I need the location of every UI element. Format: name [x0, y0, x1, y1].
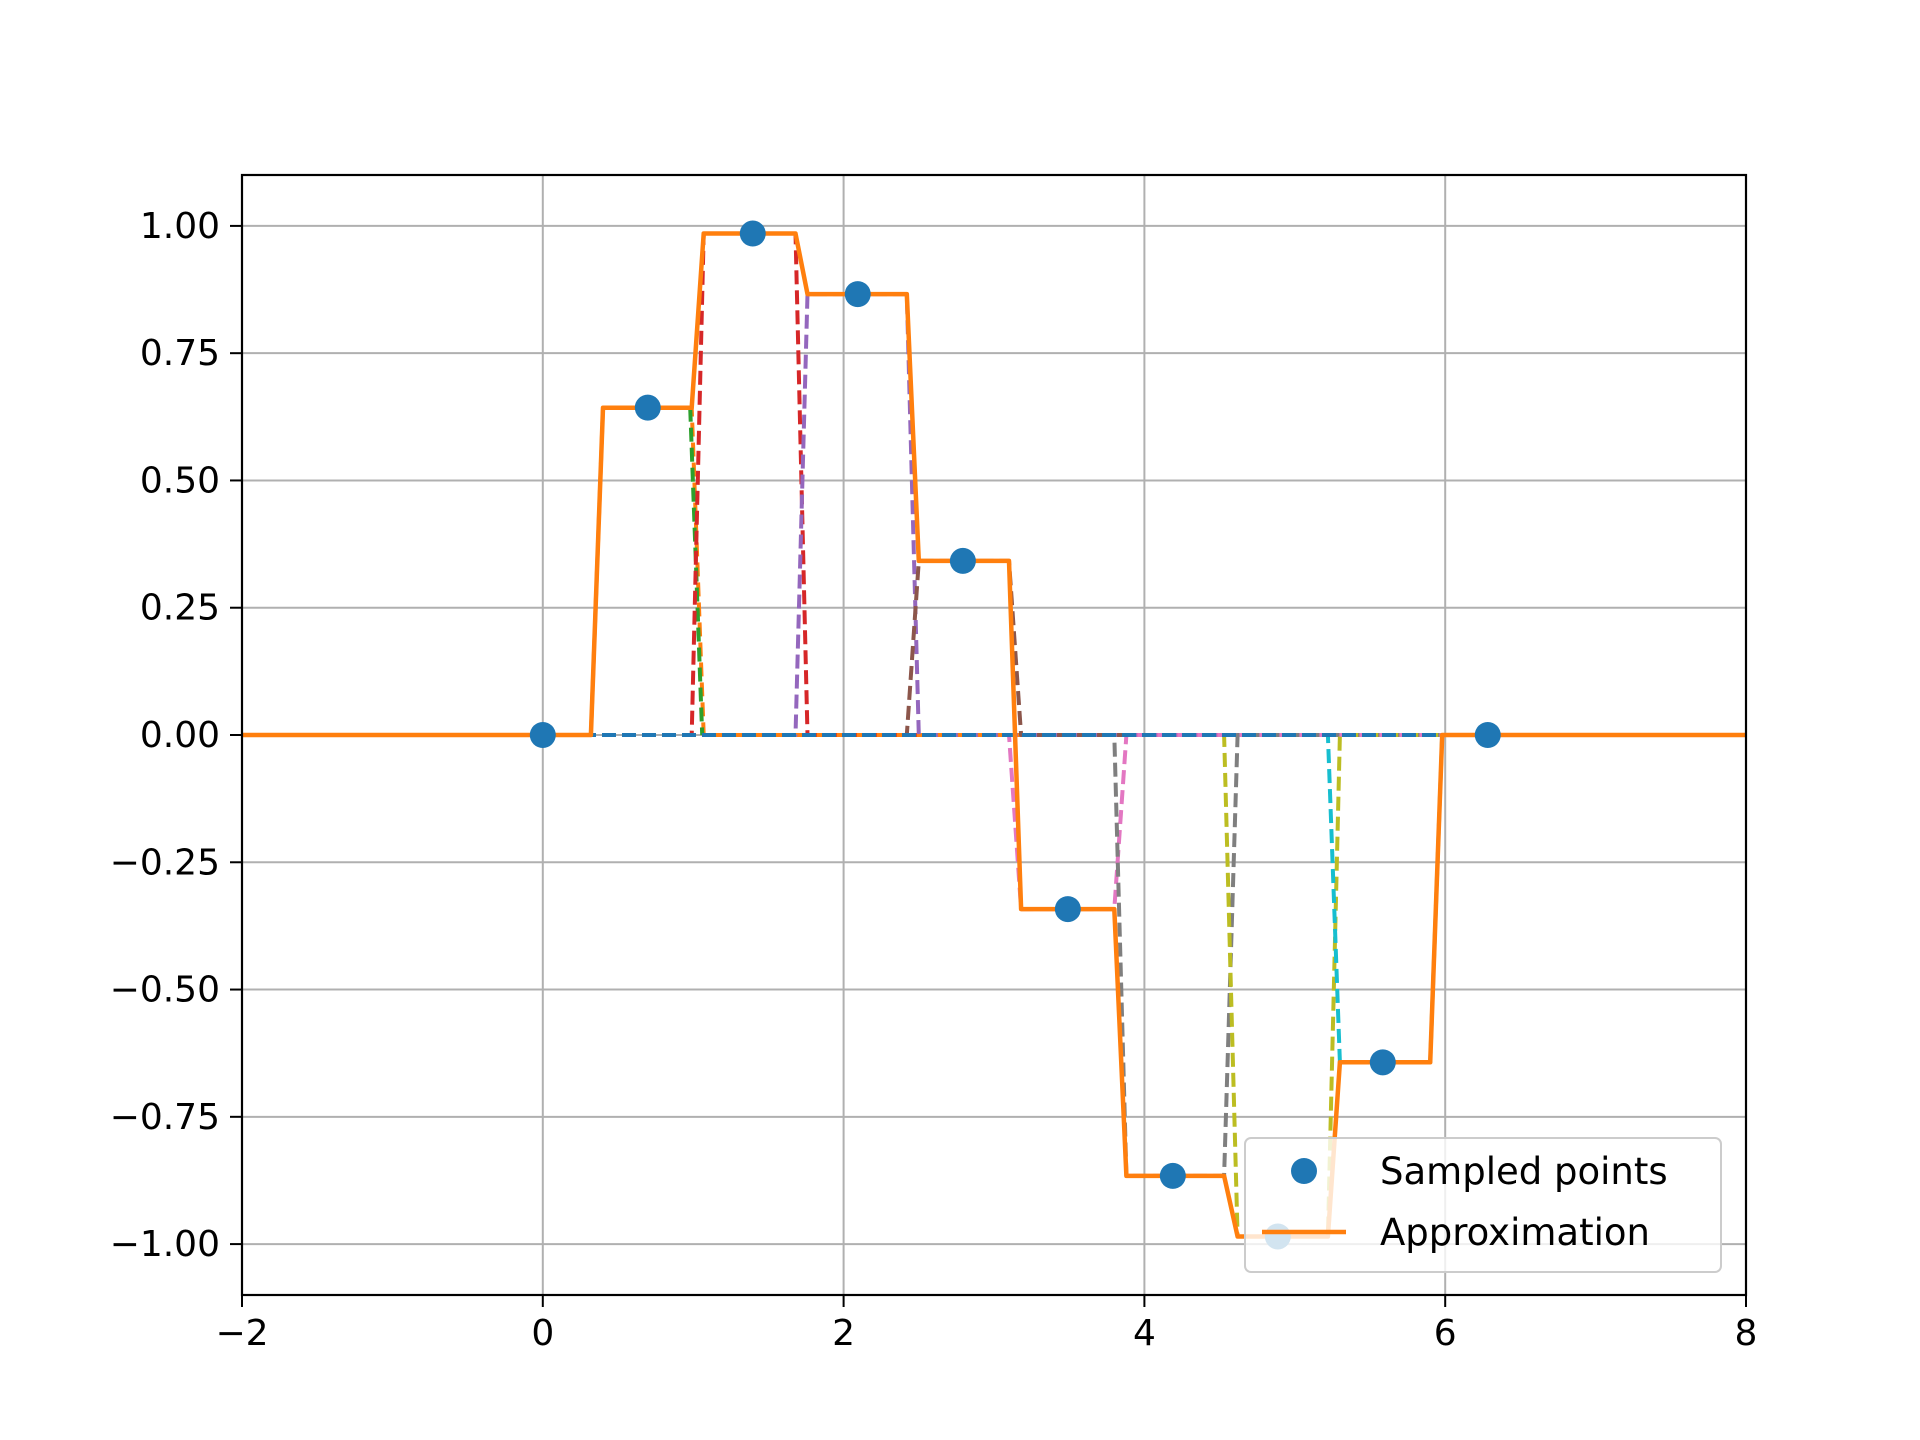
x-tick-label: −2	[215, 1313, 268, 1354]
sampled-point	[1369, 1049, 1396, 1076]
y-tick-label: 0.25	[140, 588, 220, 629]
x-tick-label: 8	[1735, 1313, 1758, 1354]
y-tick-label: 0.00	[140, 715, 220, 756]
x-tick-label: 0	[531, 1313, 554, 1354]
legend-box	[1244, 1137, 1722, 1273]
y-tick-label: −0.25	[110, 842, 220, 883]
y-tick-label: −0.75	[110, 1097, 220, 1138]
x-tick-label: 6	[1434, 1313, 1457, 1354]
y-tick-label: −0.50	[110, 970, 220, 1011]
approximation-line	[242, 231, 1746, 1239]
sampled-point	[1054, 896, 1081, 923]
sampled-point	[739, 220, 766, 247]
legend: Sampled points Approximation	[1244, 1137, 1722, 1273]
sampled-point	[634, 394, 661, 421]
legend-marker-sampled-points	[1291, 1158, 1317, 1184]
x-tick-label: 2	[832, 1313, 855, 1354]
y-tick-label: −1.00	[110, 1224, 220, 1265]
legend-label-approximation: Approximation	[1380, 1211, 1650, 1254]
x-axis: −2 0 2 4 6 8	[215, 1295, 1757, 1354]
approximation-series	[242, 231, 1746, 1239]
sampled-point	[1159, 1162, 1186, 1189]
y-tick-label: 1.00	[140, 206, 220, 247]
x-tick-label: 4	[1133, 1313, 1156, 1354]
legend-label-sampled-points: Sampled points	[1380, 1150, 1668, 1193]
sampled-point	[949, 547, 976, 574]
sampled-point	[844, 281, 871, 308]
y-axis: 1.00 0.75 0.50 0.25 0.00 −0.25 −0.50 −0.75 −1.00	[110, 206, 242, 1265]
sampled-point	[529, 722, 556, 748]
y-tick-label: 0.50	[140, 460, 220, 501]
sampled-point	[1474, 722, 1501, 748]
y-tick-label: 0.75	[140, 333, 220, 374]
